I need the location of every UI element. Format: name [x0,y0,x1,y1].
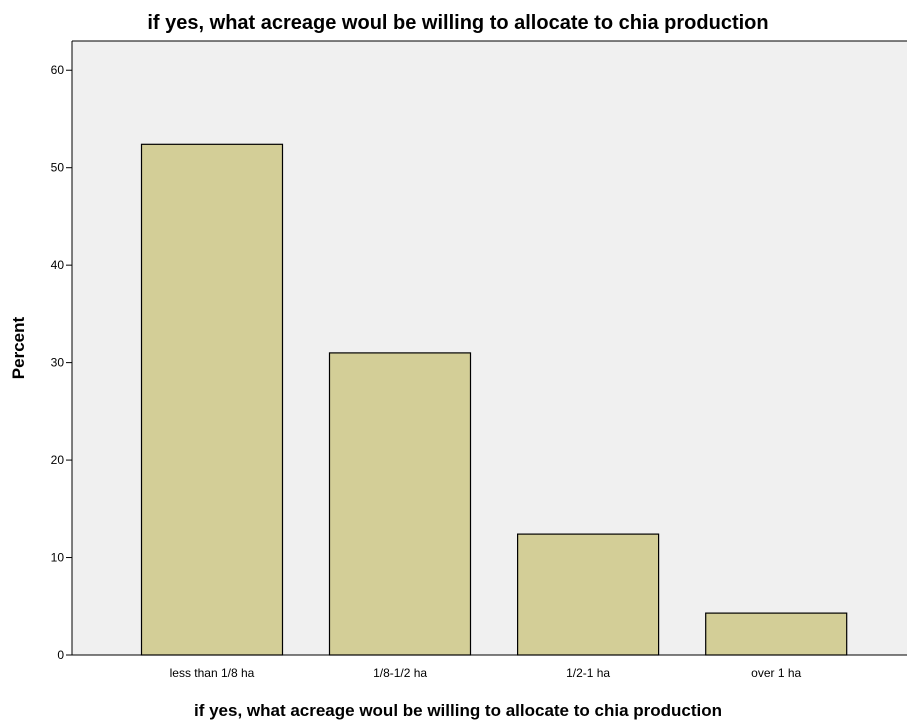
bar-0 [140,143,284,656]
bars-layer: less than 1/8 ha 1/8-1/2 ha 1/2-1 ha over 1… [140,143,848,680]
y-tick-label: 30 [51,356,65,370]
bar-2 [516,533,660,656]
y-tick-label: 10 [51,551,65,565]
y-tick-label: 20 [51,453,65,467]
x-tick-label: 1/2-1 ha [566,666,610,680]
y-tick-label: 60 [51,63,65,77]
bar-1 [328,352,472,656]
x-tick-label: less than 1/8 ha [170,666,255,680]
y-tick-label: 0 [57,648,64,662]
y-tick-label: 40 [51,258,65,272]
y-axis-title: Percent [9,316,28,379]
ticks-layer: 0 10 20 30 40 50 60 [51,63,72,662]
x-tick-label: 1/8-1/2 ha [373,666,427,680]
x-axis-title: if yes, what acreage woul be willing to … [194,701,722,720]
x-tick-label: over 1 ha [751,666,801,680]
bar-3 [705,612,848,656]
axes-layer [71,40,907,656]
chart-title: if yes, what acreage woul be willing to … [147,12,768,34]
y-tick-label: 50 [51,161,65,175]
